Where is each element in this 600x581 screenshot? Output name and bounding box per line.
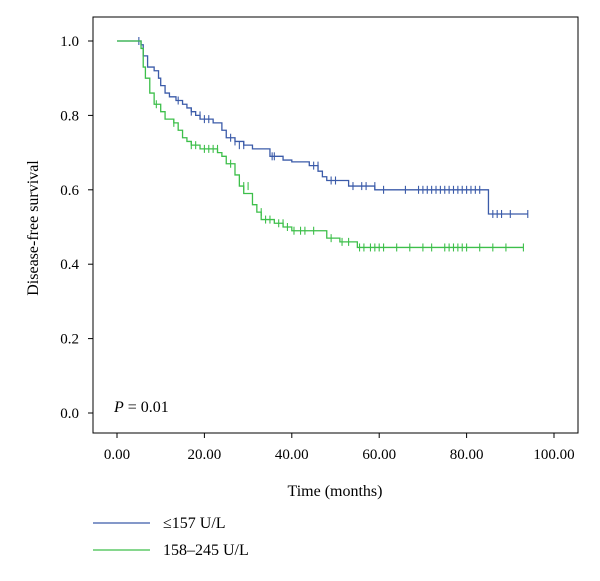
x-tick-label: 20.00: [188, 447, 222, 463]
y-tick-label: 0.0: [60, 406, 79, 422]
y-tick-label: 0.8: [60, 108, 79, 124]
survival-curve: [117, 40, 528, 215]
x-tick-label: 0.00: [104, 447, 130, 463]
legend-label-series-2: 158–245 U/L: [163, 542, 249, 559]
plot-area-frame: [92, 16, 579, 434]
p-value-rest: = 0.01: [124, 399, 169, 416]
legend: ≤157 U/L 158–245 U/L: [93, 515, 249, 559]
series-2: [117, 40, 524, 252]
survival-curve: [117, 40, 524, 249]
x-tick-label: 100.00: [533, 447, 574, 463]
y-axis: 0.0 0.2 0.4 0.6 0.8 1.0: [60, 34, 93, 422]
x-axis-title: Time (months): [288, 483, 383, 500]
y-axis-title: Disease-free survival: [25, 160, 42, 296]
y-tick-label: 0.2: [60, 332, 79, 348]
x-tick-label: 80.00: [450, 447, 484, 463]
y-tick-label: 0.4: [60, 257, 79, 273]
series-layer: [117, 37, 529, 252]
p-value-annotation: P = 0.01: [113, 399, 169, 416]
y-tick-label: 1.0: [60, 34, 79, 50]
legend-label-series-1: ≤157 U/L: [163, 515, 226, 532]
x-tick-label: 40.00: [275, 447, 309, 463]
x-tick-label: 60.00: [362, 447, 396, 463]
series-1: [117, 37, 529, 218]
x-axis: 0.00 20.00 40.00 60.00 80.00 100.00: [104, 433, 575, 463]
y-tick-label: 0.6: [60, 183, 79, 199]
p-value-italic: P: [113, 399, 124, 416]
